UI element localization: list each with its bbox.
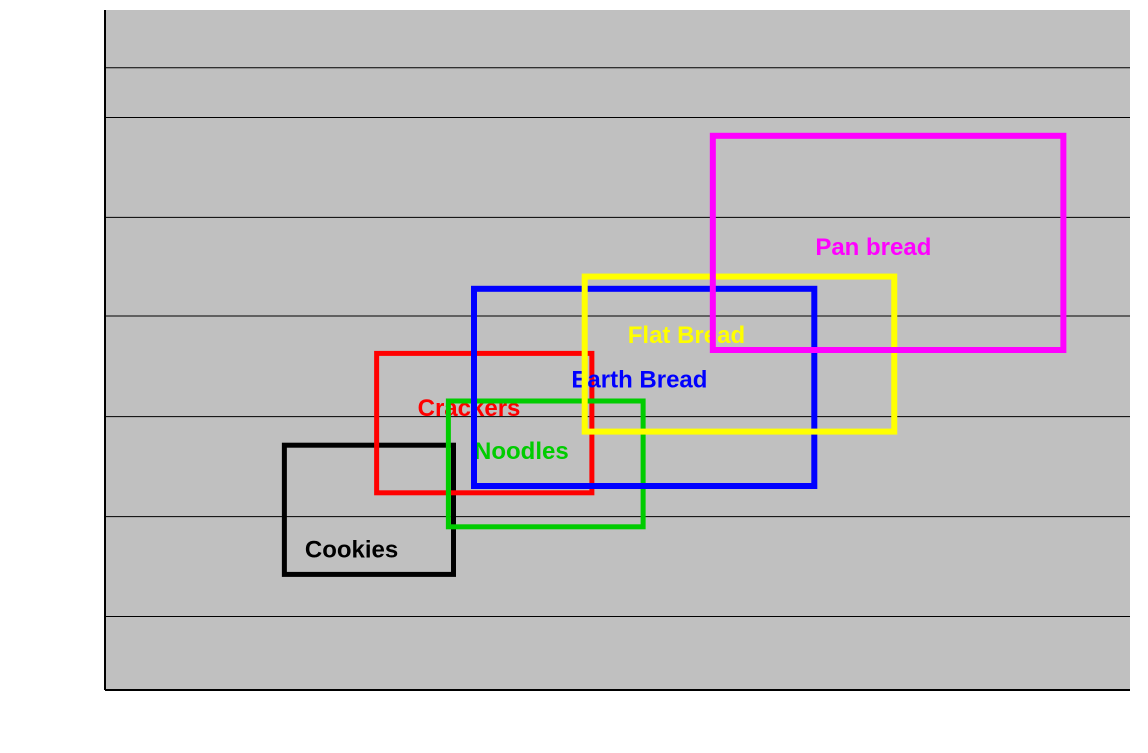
earth-bread-label: Earth Bread <box>571 366 707 393</box>
flat-bread-label: Flat Bread <box>628 322 745 349</box>
noodles-label: Noodles <box>474 438 569 465</box>
region-box-chart: CookiesCrackersNoodlesEarth BreadFlat Br… <box>0 0 1148 753</box>
cookies-label: Cookies <box>305 536 398 563</box>
pan-bread-label: Pan bread <box>815 234 931 261</box>
